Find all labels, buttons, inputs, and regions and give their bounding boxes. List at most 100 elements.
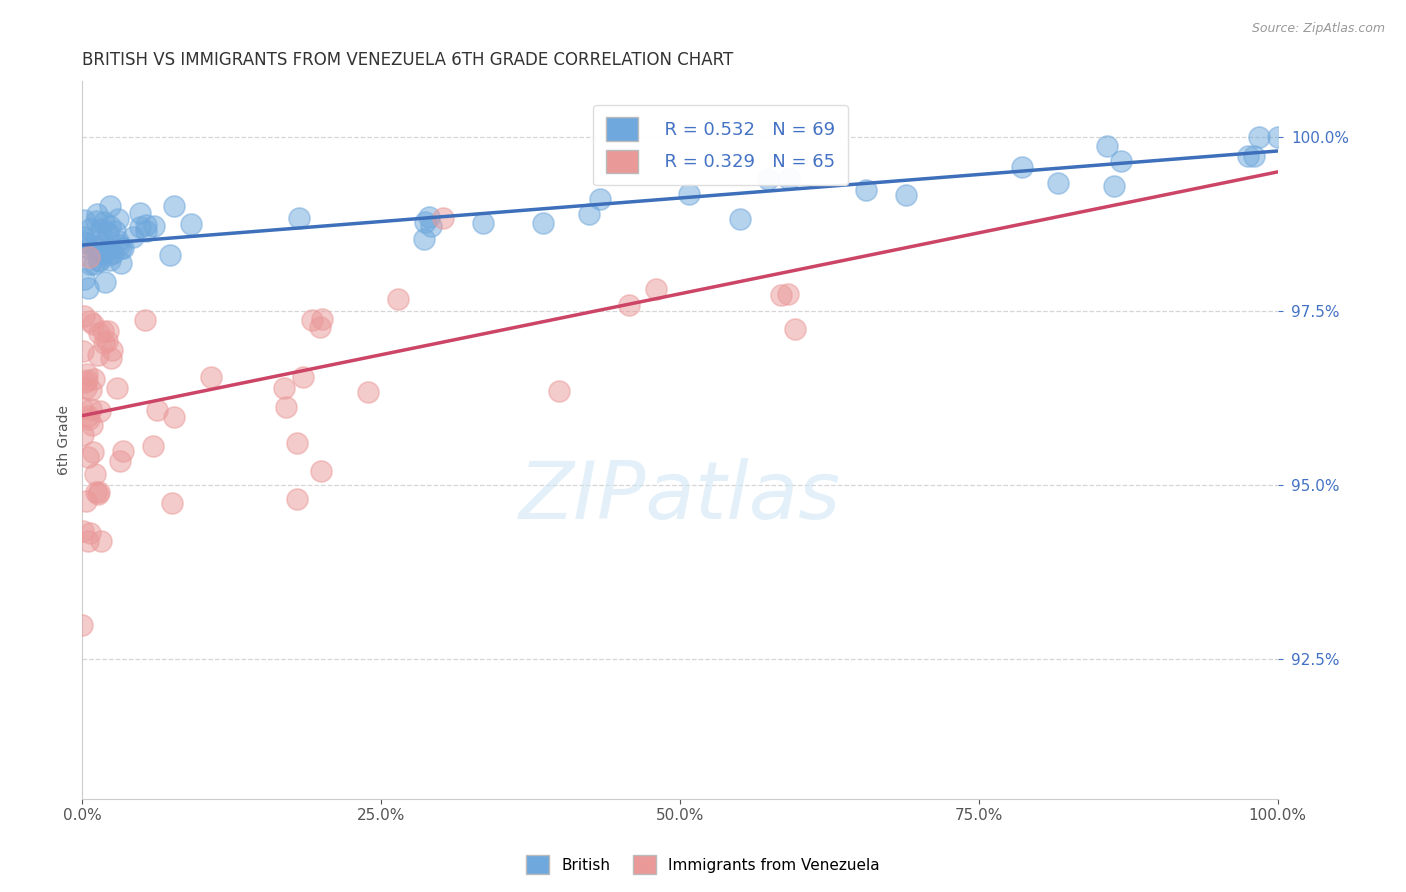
Point [87,253,110,268]
Point [76,367,98,381]
Point [291,369,314,384]
Point [143,219,166,233]
Point [108,238,131,252]
Point [472,216,495,230]
Point [104,224,127,238]
Point [90,222,112,236]
Point [90,244,112,259]
Point [110,241,132,255]
Point [84,484,107,499]
Point [93,215,115,229]
Point [162,496,184,510]
Point [72,428,94,442]
Point [90,534,112,549]
Point [301,313,323,327]
Point [778,286,800,301]
Point [1102,179,1125,194]
Point [87,348,110,362]
Point [311,464,333,478]
Y-axis label: 6th Grade: 6th Grade [58,405,72,475]
Point [200,369,222,384]
Point [93,336,115,351]
Point [547,384,569,398]
Point [531,216,554,230]
Text: ZIPatlas: ZIPatlas [519,458,841,536]
Point [1011,161,1033,175]
Point [1095,139,1118,153]
Point [107,211,129,226]
Point [418,210,440,224]
Point [128,205,150,219]
Point [98,219,121,233]
Point [79,222,101,236]
Point [276,401,298,415]
Point [146,402,169,417]
Point [97,226,120,240]
Point [77,241,100,255]
Point [769,288,792,302]
Point [387,292,409,306]
Point [73,235,96,250]
Point [678,187,700,202]
Point [73,310,96,324]
Point [77,281,100,295]
Point [75,381,97,395]
Point [288,211,311,225]
Point [128,219,150,234]
Point [79,257,101,271]
Point [86,207,108,221]
Point [77,250,100,264]
Point [72,524,94,538]
Point [82,318,104,332]
Point [82,445,104,459]
Point [287,436,309,450]
Point [730,212,752,227]
Point [111,241,134,255]
Point [111,444,134,458]
Point [84,214,107,228]
Point [273,382,295,396]
Point [1237,149,1260,163]
Point [73,272,96,286]
Point [778,172,800,186]
Point [79,526,101,541]
Point [75,236,97,251]
Point [76,373,98,387]
Point [105,380,128,394]
Point [108,453,131,467]
Point [1243,149,1265,163]
Point [72,230,94,244]
Point [134,313,156,327]
Point [107,234,129,248]
Point [77,411,100,425]
Point [93,324,115,338]
Legend: British, Immigrants from Venezuela: British, Immigrants from Venezuela [520,849,886,880]
Point [855,183,877,197]
Point [101,343,124,358]
Point [89,246,111,260]
Point [100,351,122,365]
Point [163,409,186,424]
Point [122,230,145,244]
Point [309,320,332,334]
Point [94,275,117,289]
Point [413,215,436,229]
Point [77,534,100,549]
Point [101,245,124,260]
Point [72,343,94,358]
Point [79,383,101,397]
Point [80,402,103,417]
Text: Source: ZipAtlas.com: Source: ZipAtlas.com [1251,22,1385,36]
Point [162,199,184,213]
Point [98,247,121,261]
Point [89,403,111,417]
Point [1047,176,1070,190]
Point [287,492,309,507]
Point [1247,130,1270,145]
Point [97,242,120,256]
Point [72,401,94,415]
Point [357,384,380,399]
Point [75,494,97,508]
Point [97,324,120,338]
Point [110,256,132,270]
